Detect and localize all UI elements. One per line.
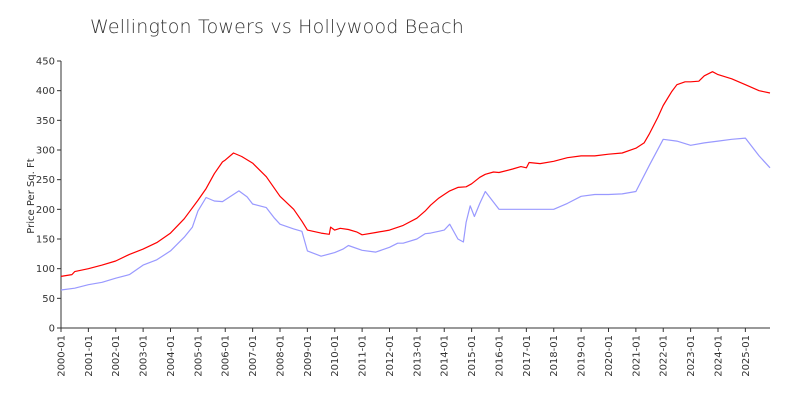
y-tick-label: 450 <box>36 57 55 68</box>
x-tick-label: 2008-01 <box>275 335 286 377</box>
x-tick-label: 2020-01 <box>604 335 615 377</box>
x-tick-label: 2004-01 <box>166 335 177 377</box>
x-tick-label: 2018-01 <box>549 335 560 377</box>
x-tick-label: 2013-01 <box>412 335 423 377</box>
y-tick-label: 250 <box>36 175 55 186</box>
x-axis: 2000-01 2001-01 2002-01 2003-01 2004-01 2005-… <box>57 327 770 377</box>
x-tick-label: 2022-01 <box>659 335 670 377</box>
x-tick-label: 2014-01 <box>440 335 451 377</box>
x-tick-label: 2016-01 <box>494 335 505 377</box>
y-tick-label: 150 <box>36 235 55 246</box>
x-tick-label: 2007-01 <box>248 335 259 377</box>
x-tick-label: 2003-01 <box>139 335 150 377</box>
x-tick-label: 2000-01 <box>57 335 68 377</box>
x-tick-label: 2006-01 <box>221 335 232 377</box>
y-tick-label: 400 <box>36 86 55 97</box>
x-tick-label: 2010-01 <box>330 335 341 377</box>
y-tick-label: 200 <box>36 205 55 216</box>
series-layer <box>60 71 771 291</box>
x-tick-label: 2005-01 <box>193 335 204 377</box>
x-tick-label: 2021-01 <box>631 335 642 377</box>
x-tick-label: 2011-01 <box>358 335 369 377</box>
y-axis-label: Price Per Sq. Ft <box>26 158 37 233</box>
y-tick-label: 350 <box>36 116 55 127</box>
series-line-wellington-towers <box>60 71 771 277</box>
x-tick-label: 2017-01 <box>522 335 533 377</box>
x-tick-label: 2024-01 <box>713 335 724 377</box>
x-tick-label: 2012-01 <box>385 335 396 377</box>
x-tick-label: 2023-01 <box>686 335 697 377</box>
y-tick-label: 0 <box>49 324 55 335</box>
y-tick-label: 50 <box>42 294 55 305</box>
x-tick-label: 2009-01 <box>303 335 314 377</box>
x-tick-label: 2015-01 <box>467 335 478 377</box>
x-tick-label: 2019-01 <box>577 335 588 377</box>
y-tick-label: 100 <box>36 264 55 275</box>
y-tick-label: 300 <box>36 146 55 157</box>
series-line-hollywood-beach <box>60 137 771 291</box>
x-tick-label: 2002-01 <box>111 335 122 377</box>
chart-title: Wellington Towers vs Hollywood Beach <box>90 16 465 38</box>
x-tick-label: 2025-01 <box>741 335 752 377</box>
x-tick-label: 2001-01 <box>84 335 95 377</box>
y-axis: 0 50 100 150 200 250 300 350 400 450 <box>36 57 62 335</box>
